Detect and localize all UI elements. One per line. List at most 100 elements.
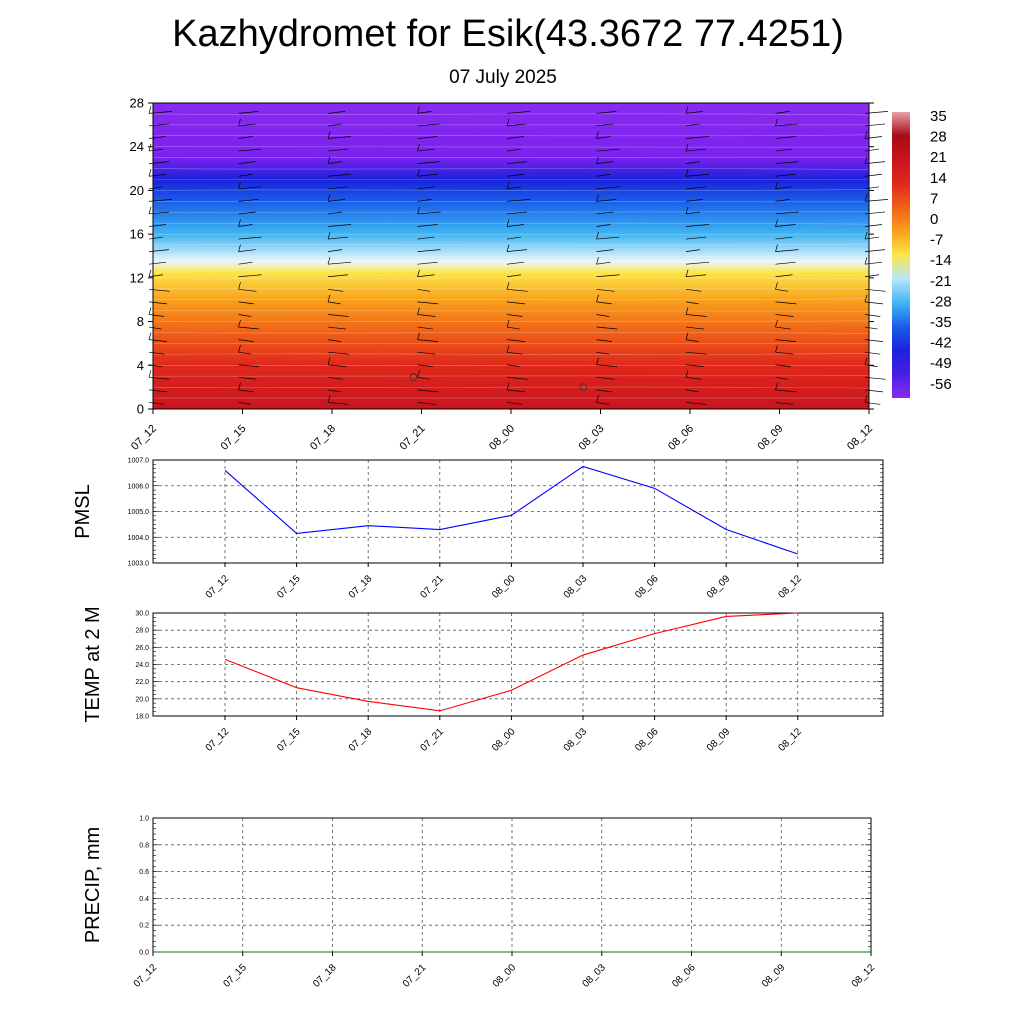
x-tick-label: 08_03 (580, 962, 608, 990)
wind-barb (238, 402, 252, 405)
y-tick-label: 0.4 (139, 896, 149, 903)
wind-barb (775, 123, 799, 127)
wind-barb (685, 136, 710, 139)
y-tick-label: 0 (137, 402, 144, 417)
wind-barb (775, 236, 793, 240)
x-tick-label: 08_09 (760, 962, 788, 990)
wind-barb (864, 402, 881, 405)
wind-barb (775, 249, 799, 252)
wind-barb (775, 288, 789, 292)
wind-barb-flag (775, 382, 778, 390)
wind-barb (148, 351, 165, 355)
wind-barb (596, 376, 615, 380)
wind-barb (417, 173, 438, 177)
wind-barb-flag (148, 370, 152, 378)
wind-barb (327, 376, 344, 380)
wind-barb (596, 364, 618, 368)
wind-barb-flag (238, 282, 241, 290)
wind-barb-flag (506, 181, 510, 189)
wind-barb (685, 351, 707, 355)
y-tick-label: 30.0 (135, 611, 149, 618)
wind-barb (238, 249, 256, 252)
wind-barb (506, 326, 520, 330)
y-tick-label: 24.0 (135, 662, 149, 669)
y-tick-label: 4 (137, 358, 144, 373)
wind-barb (148, 173, 167, 177)
wind-barb (238, 301, 254, 305)
wind-barb (506, 351, 523, 355)
wind-barb (417, 249, 441, 252)
wind-barb-flag (596, 395, 599, 403)
wind-barb (417, 261, 438, 265)
x-tick-label: 08_00 (490, 573, 518, 601)
wind-barb (775, 224, 796, 227)
wind-barb (775, 339, 797, 342)
wind-barb (148, 136, 167, 139)
wind-barb (327, 274, 349, 278)
wind-barb (864, 249, 886, 252)
wind-barb (238, 148, 262, 152)
wind-barb-flag (685, 370, 689, 378)
x-tick-label: 07_18 (311, 962, 339, 990)
contour-line (152, 298, 870, 301)
x-tick-label: 08_00 (491, 962, 519, 990)
wind-barb (148, 161, 170, 165)
series-line (224, 465, 798, 555)
colorbar-fill (892, 112, 910, 398)
x-tick-label: 07_12 (129, 423, 159, 453)
wind-barb (506, 376, 528, 380)
y-tick-label: 1.0 (139, 816, 149, 823)
wind-barb (238, 161, 256, 165)
wind-barb (775, 301, 797, 305)
wind-barb (417, 376, 431, 380)
wind-barb (864, 326, 878, 330)
wind-barb (864, 211, 886, 215)
wind-barb (417, 301, 439, 305)
wind-barb-flag (775, 181, 778, 189)
y-tick-label: 16 (130, 227, 144, 242)
x-tick-label: 08_12 (850, 962, 878, 990)
wind-barb-flag (864, 194, 868, 202)
wind-barb-flag (864, 231, 868, 240)
wind-barb-flag (148, 269, 152, 277)
wind-barb (506, 161, 528, 165)
wind-barb (417, 288, 431, 292)
wind-barb-flag (148, 143, 152, 152)
wind-barb (238, 236, 262, 240)
x-tick-label: 08_03 (577, 423, 607, 453)
wind-barb-flag (238, 345, 241, 353)
calm-marker (579, 383, 588, 392)
wind-barb (417, 339, 439, 342)
wind-barb (327, 173, 352, 177)
x-tick-label: 07_21 (418, 726, 446, 754)
x-tick-label: 08_00 (487, 423, 517, 453)
wind-barb (327, 161, 343, 165)
wind-barb (148, 301, 168, 305)
wind-barb (596, 211, 614, 215)
wind-barb (506, 402, 523, 405)
y-tick-label: 1006.0 (128, 483, 150, 490)
colorbar-label: 0 (930, 211, 938, 228)
wind-barb (685, 224, 710, 227)
wind-barb (775, 211, 799, 215)
plot-frame (152, 459, 884, 564)
wind-barb-flag (596, 156, 599, 164)
wind-barb (148, 236, 164, 240)
wind-barb (775, 376, 789, 380)
wind-barb (327, 351, 349, 355)
wind-barb (596, 111, 617, 114)
wind-barb (327, 186, 349, 190)
wind-barb (417, 236, 435, 240)
wind-barb (148, 186, 164, 190)
wind-barb (327, 136, 352, 139)
y-tick-label: 1003.0 (128, 561, 150, 568)
wind-barb (327, 148, 349, 152)
colorbar-label: -21 (930, 273, 952, 290)
contour-line (152, 243, 870, 246)
wind-barb-flag (148, 169, 152, 177)
wind-barb-flag (685, 106, 689, 114)
wind-barb (685, 186, 707, 190)
x-tick-label: 08_06 (633, 573, 661, 601)
wind-barb (506, 249, 528, 252)
y-tick-label: 26.0 (135, 645, 149, 652)
